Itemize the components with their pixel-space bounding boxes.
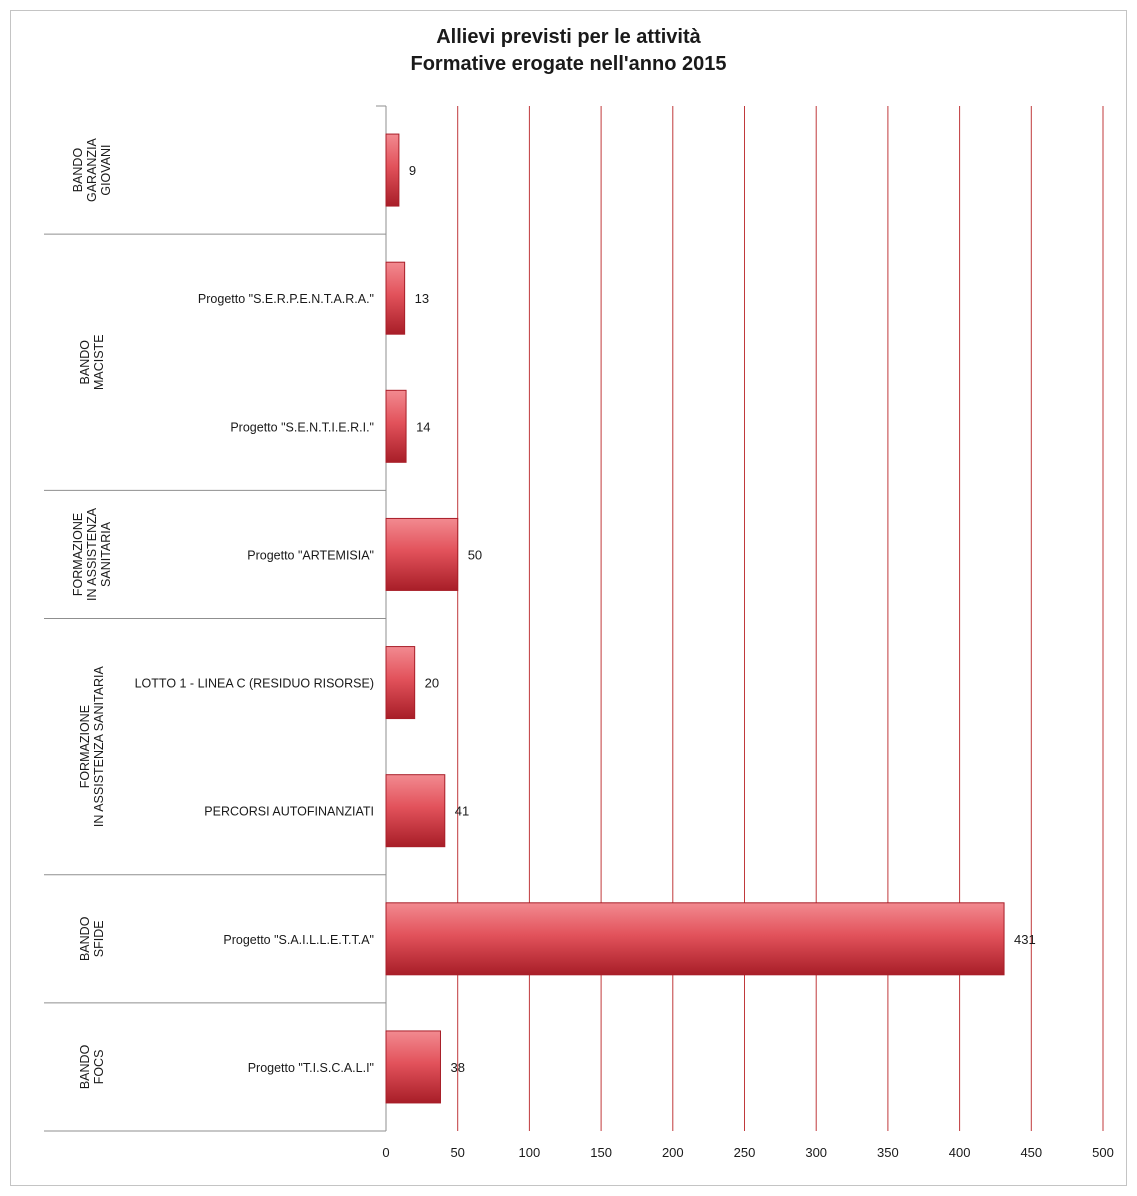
category-label: LOTTO 1 - LINEA C (RESIDUO RISORSE): [135, 677, 374, 691]
bar: [385, 646, 416, 720]
bar: [385, 389, 407, 463]
x-tick-label: 300: [805, 1145, 827, 1160]
x-tick-label: 200: [662, 1145, 684, 1160]
group-label-line: MACISTE: [92, 334, 106, 390]
x-tick-label: 0: [382, 1145, 389, 1160]
category-label: Progetto "S.E.N.T.I.E.R.I.": [230, 420, 374, 434]
gridlines: [457, 106, 1104, 1131]
group-label-line: FORMAZIONE: [71, 513, 85, 596]
group-label: FORMAZIONEIN ASSISTENZA SANITARIA: [78, 666, 106, 828]
bar: [385, 517, 459, 591]
value-label: 20: [425, 676, 439, 691]
group-label: BANDOSFIDE: [78, 916, 106, 961]
labels: 0 50 100 150 200 250 300 350 400 450 500BANDOGARAN…: [71, 137, 1114, 1160]
value-label: 13: [415, 291, 429, 306]
group-label-line: GARANZIA: [85, 137, 99, 202]
category-label: Progetto "S.A.I.L.L.E.T.T.A": [223, 933, 374, 947]
value-label: 50: [468, 547, 482, 562]
group-label-line: BANDO: [71, 148, 85, 193]
x-tick-label: 400: [949, 1145, 971, 1160]
x-tick-label: 150: [590, 1145, 612, 1160]
x-tick-label: 50: [450, 1145, 464, 1160]
group-label: BANDOMACISTE: [78, 334, 106, 390]
group-label: FORMAZIONEIN ASSISTENZASANITARIA: [71, 507, 113, 601]
value-label: 431: [1014, 932, 1036, 947]
chart-title-line-1: Allievi previsti per le attività: [436, 26, 701, 48]
bar: [385, 902, 1005, 976]
value-label: 9: [409, 163, 416, 178]
group-label-line: GIOVANI: [99, 144, 113, 195]
value-label: 14: [416, 419, 430, 434]
category-label: Progetto "T.I.S.C.A.L.I": [248, 1061, 374, 1075]
chart-title: Allievi previsti per le attività Formati…: [0, 24, 1137, 78]
category-label: Progetto "ARTEMISIA": [247, 548, 374, 562]
group-label-line: FORMAZIONE: [78, 705, 92, 788]
chart-title-line-2: Formative erogate nell'anno 2015: [410, 53, 727, 75]
x-tick-label: 250: [734, 1145, 756, 1160]
group-label: BANDOGARANZIAGIOVANI: [71, 137, 113, 202]
group-label-line: SFIDE: [92, 920, 106, 957]
bar: [385, 133, 400, 207]
x-tick-label: 100: [519, 1145, 541, 1160]
category-label: Progetto "S.E.R.P.E.N.T.A.R.A.": [198, 292, 374, 306]
value-label: 41: [455, 804, 469, 819]
x-tick-label: 450: [1020, 1145, 1042, 1160]
group-label-line: IN ASSISTENZA SANITARIA: [92, 666, 106, 828]
bar: [385, 774, 446, 848]
bar: [385, 261, 406, 335]
group-label-line: BANDO: [78, 916, 92, 961]
value-label: 38: [450, 1060, 464, 1075]
group-label: BANDOFOCS: [78, 1044, 106, 1089]
group-label-line: IN ASSISTENZA: [85, 507, 99, 601]
bar: [385, 1030, 441, 1104]
chart-frame: [10, 10, 1127, 1186]
group-label-line: FOCS: [92, 1050, 106, 1085]
group-label-line: SANITARIA: [99, 521, 113, 587]
axes: [44, 105, 387, 1132]
x-tick-label: 500: [1092, 1145, 1114, 1160]
group-label-line: BANDO: [78, 340, 92, 385]
bars: [385, 133, 1005, 1104]
category-label: PERCORSI AUTOFINANZIATI: [204, 805, 374, 819]
group-label-line: BANDO: [78, 1044, 92, 1089]
x-tick-label: 350: [877, 1145, 899, 1160]
